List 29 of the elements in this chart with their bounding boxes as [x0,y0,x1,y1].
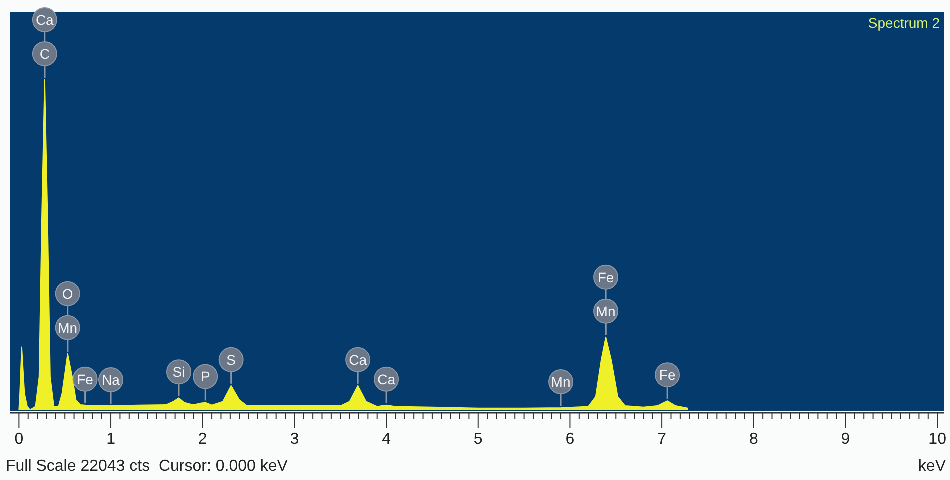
annotation: Ca [36,12,54,28]
annotation: S [226,352,236,368]
x-tick-label: 9 [841,431,850,448]
annotation: Fe [598,269,614,286]
annotation: O [62,286,74,302]
x-tick-label: 5 [474,431,483,448]
annotation: Fe [659,367,676,384]
annotation: Na [102,372,120,388]
x-tick-label: 6 [566,431,575,448]
annotation: Mn [596,303,616,320]
annotation: Mn [551,374,571,390]
x-tick-label: 8 [749,431,758,448]
x-tick-label: 2 [198,431,208,448]
chart-title: Spectrum 2 [868,15,940,31]
annotation: C [40,46,50,62]
annotation: Ca [378,371,396,388]
x-tick-label: 10 [928,431,947,448]
text: Full Scale 22043 cts Cursor: 0.000 keV [6,458,288,475]
x-tick-label: 0 [14,431,24,448]
x-axis-title: keV [918,458,946,475]
x-tick-label: 1 [106,431,116,448]
x-tick-label: 4 [382,431,392,448]
annotation: Fe [77,371,94,388]
x-tick-label: 3 [290,431,300,448]
annotation: Si [172,364,186,380]
x-tick-label: 7 [658,431,667,448]
annotation: Mn [58,320,78,336]
annotation: Ca [349,352,368,368]
annotation: P [200,368,210,385]
